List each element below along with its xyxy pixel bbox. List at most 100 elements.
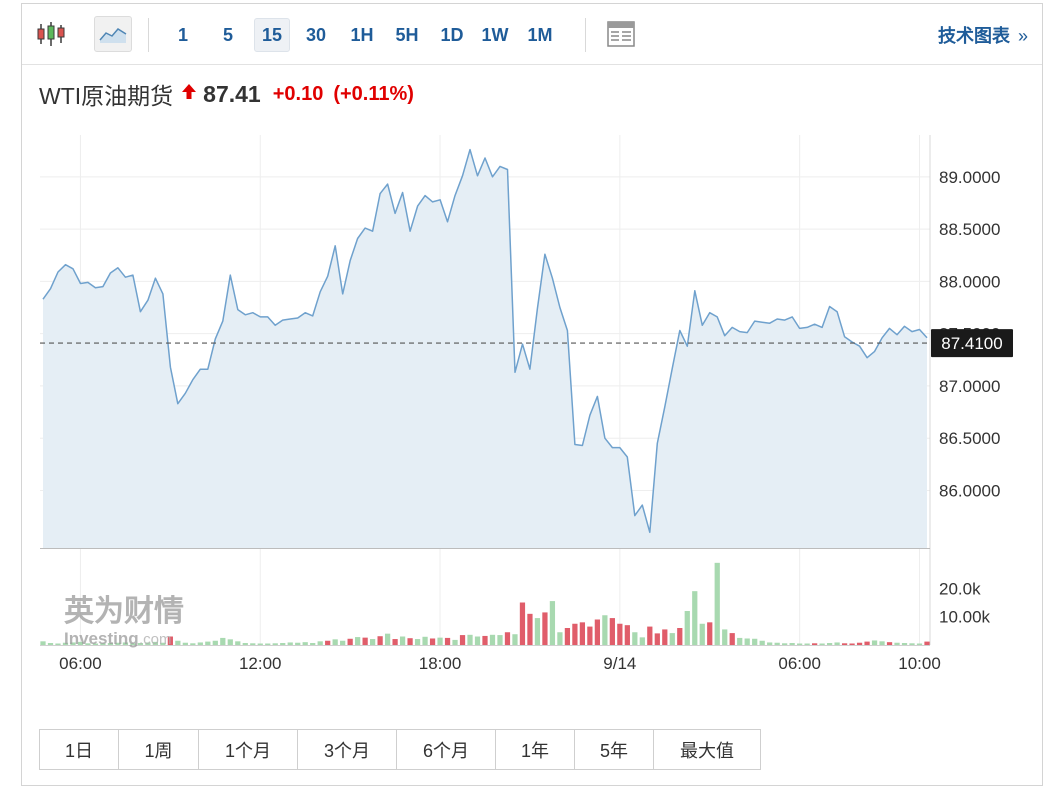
volume-bar <box>302 642 308 645</box>
range-3m[interactable]: 3个月 <box>298 730 397 769</box>
volume-bar <box>692 591 698 645</box>
volume-bar <box>407 638 413 645</box>
volume-bar <box>205 641 211 645</box>
timeframe-1[interactable]: 1 <box>177 24 188 45</box>
x-tick-label: 10:00 <box>898 654 941 673</box>
volume-bar <box>759 640 765 645</box>
timeframe-30[interactable]: 30 <box>305 24 327 45</box>
volume-bar <box>722 629 728 645</box>
chevron-right-icon: » <box>1017 26 1028 46</box>
volume-bar <box>542 612 548 645</box>
volume-bar <box>250 643 256 645</box>
range-1w[interactable]: 1周 <box>119 730 199 769</box>
timeframe-1w[interactable]: 1W <box>481 24 509 45</box>
volume-bar <box>654 633 660 645</box>
volume-bar <box>280 643 286 645</box>
range-1m[interactable]: 1个月 <box>199 730 298 769</box>
volume-bar <box>497 635 503 645</box>
price-chart[interactable]: 89.000088.500088.000087.500087.000086.50… <box>22 4 1042 694</box>
tech-chart-link[interactable]: 技术图表 » <box>938 22 1028 48</box>
volume-bar <box>392 639 398 645</box>
volume-bar <box>160 642 166 645</box>
volume-bar <box>699 623 705 645</box>
volume-bar <box>519 602 526 645</box>
volume-bar <box>257 643 263 645</box>
volume-bar <box>459 635 466 645</box>
volume-bar <box>77 641 84 645</box>
volume-bar <box>85 643 91 645</box>
volume-bar <box>871 640 878 645</box>
candlestick-icon[interactable] <box>32 16 70 52</box>
volume-bar <box>190 643 196 645</box>
volume-bar <box>47 643 54 645</box>
volume-bar <box>767 642 773 645</box>
volume-bar <box>549 601 556 645</box>
x-tick-label: 06:00 <box>778 654 821 673</box>
chart-toolbar: 1 5 15 30 1H 5H 1D 1W 1M 技术图表 » <box>22 4 1042 65</box>
volume-bar <box>924 641 930 645</box>
volume-bar <box>272 643 278 645</box>
timeframe-1m[interactable]: 1M <box>527 24 553 45</box>
range-6m[interactable]: 6个月 <box>397 730 496 769</box>
timeframe-5[interactable]: 5 <box>222 24 233 45</box>
volume-bar <box>92 643 99 645</box>
volume-bar <box>370 639 376 645</box>
data-table-icon[interactable] <box>602 16 640 52</box>
volume-bar <box>145 642 151 645</box>
volume-bar <box>235 641 241 645</box>
volume-bar <box>325 640 331 645</box>
instrument-name: WTI原油期货 <box>39 83 174 109</box>
y-tick-label: 86.5000 <box>939 429 1000 448</box>
volume-bar <box>504 632 511 645</box>
volume-bar <box>812 643 818 645</box>
volume-bar <box>901 643 908 645</box>
price-change: +0.10 <box>272 82 324 105</box>
volume-bar <box>632 632 638 645</box>
range-selector: 1日 1周 1个月 3个月 6个月 1年 5年 最大值 <box>39 729 761 770</box>
timeframe-1h[interactable]: 1H <box>350 24 374 45</box>
volume-bar <box>624 625 630 645</box>
volume-bar <box>752 638 758 645</box>
volume-bar <box>362 637 368 645</box>
area-chart-icon[interactable] <box>94 16 132 52</box>
volume-bar <box>467 634 473 645</box>
x-tick-label: 18:00 <box>419 654 462 673</box>
volume-bar <box>137 643 144 645</box>
volume-bar <box>62 642 69 645</box>
volume-bar <box>707 622 713 645</box>
volume-bar <box>579 622 586 645</box>
price-line <box>42 148 928 534</box>
current-price-box <box>931 329 1013 358</box>
watermark-cn: 英为财情 <box>64 594 184 629</box>
volume-bar <box>310 643 316 645</box>
volume-bar <box>639 637 645 645</box>
x-tick-label: 12:00 <box>239 654 282 673</box>
volume-bar <box>594 619 600 645</box>
volume-bar <box>227 639 233 645</box>
volume-bar <box>534 618 541 645</box>
volume-bar <box>40 641 46 645</box>
timeframe-15[interactable]: 15 <box>254 18 290 52</box>
volume-bar <box>377 636 383 645</box>
volume-bar <box>894 642 900 645</box>
volume-bar <box>70 642 76 645</box>
price-change-percent: (+0.11%) <box>333 82 414 105</box>
volume-bar <box>212 640 218 645</box>
x-tick-label: 06:00 <box>59 654 102 673</box>
volume-bar <box>444 637 451 645</box>
range-1d[interactable]: 1日 <box>40 730 119 769</box>
volume-bar <box>797 643 803 645</box>
volume-bar <box>429 638 436 645</box>
volume-bar <box>115 642 121 645</box>
range-5y[interactable]: 5年 <box>575 730 654 769</box>
volume-bar <box>804 643 810 645</box>
watermark-en: Investing <box>64 629 139 648</box>
volume-bar <box>287 642 293 645</box>
timeframe-5h[interactable]: 5H <box>395 24 419 45</box>
range-1y[interactable]: 1年 <box>496 730 575 769</box>
volume-bar <box>384 633 391 645</box>
range-max[interactable]: 最大值 <box>680 740 734 761</box>
volume-bar <box>242 643 248 645</box>
timeframe-1d[interactable]: 1D <box>440 24 464 45</box>
y-tick-label: 88.0000 <box>939 272 1000 291</box>
